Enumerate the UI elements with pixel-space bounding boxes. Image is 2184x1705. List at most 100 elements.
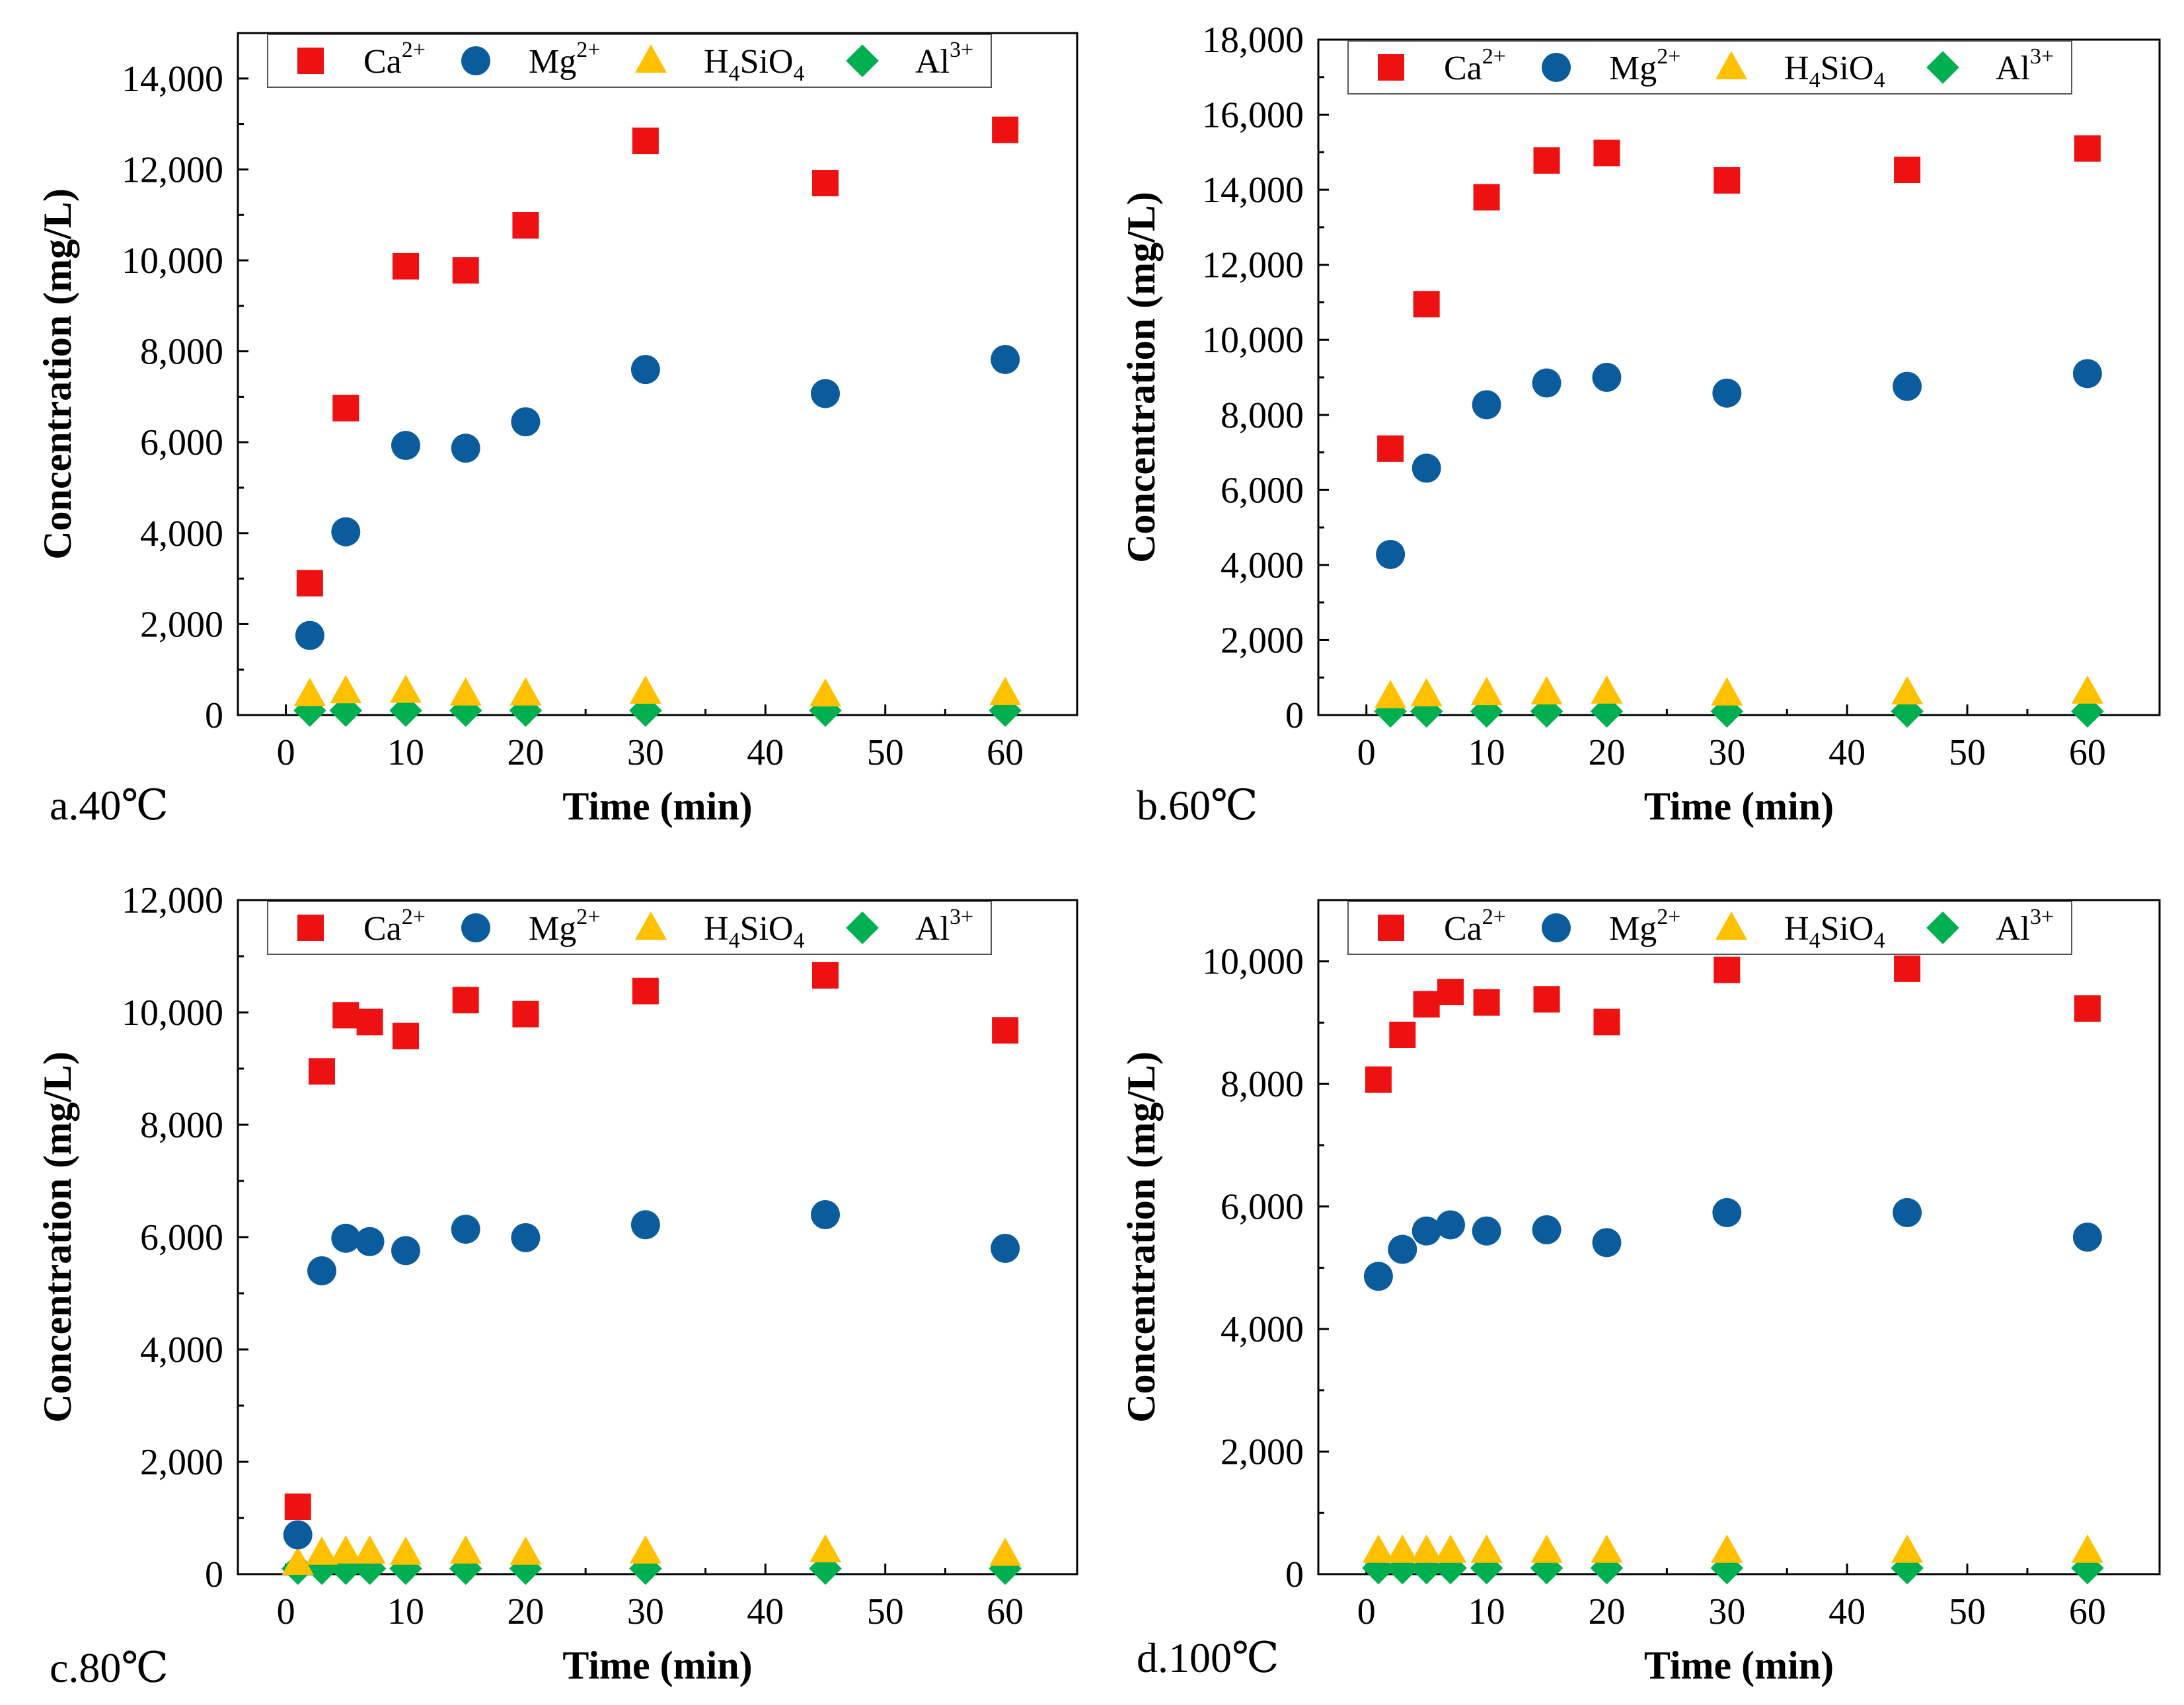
point-mg bbox=[1532, 1215, 1562, 1244]
legend-marker-mg bbox=[461, 46, 490, 75]
point-mg bbox=[331, 517, 361, 547]
x-tick-label: 10 bbox=[387, 1591, 424, 1632]
point-si bbox=[1711, 677, 1743, 706]
legend-marker-si bbox=[635, 44, 667, 73]
x-tick-label: 60 bbox=[2069, 1591, 2106, 1632]
point-si bbox=[1410, 1534, 1443, 1563]
point-si bbox=[2071, 1534, 2103, 1563]
legend: Ca2+ Mg2+ H4SiO4 Al3+ bbox=[1347, 40, 2072, 95]
series-ca bbox=[296, 116, 1019, 597]
y-tick-label: 2,000 bbox=[140, 1442, 223, 1483]
point-si bbox=[1435, 1534, 1467, 1563]
x-tick-label: 40 bbox=[1828, 1591, 1865, 1632]
y-tick-label: 8,000 bbox=[140, 1105, 223, 1146]
point-mg bbox=[1436, 1210, 1466, 1240]
x-tick-label: 50 bbox=[867, 1591, 904, 1632]
series-ca bbox=[284, 962, 1019, 1520]
point-mg bbox=[1893, 371, 1922, 401]
point-mg bbox=[811, 379, 840, 408]
legend-label-si: H4SiO4 bbox=[704, 43, 804, 86]
x-tick-label: 10 bbox=[387, 732, 424, 773]
legend-label-si: H4SiO4 bbox=[1784, 910, 1885, 953]
y-tick-label: 4,000 bbox=[140, 1330, 223, 1371]
point-mg bbox=[1363, 1262, 1393, 1291]
point-mg bbox=[1472, 1216, 1501, 1246]
legend: Ca2+ Mg2+ H4SiO4 Al3+ bbox=[267, 901, 992, 955]
point-ca bbox=[1377, 435, 1404, 462]
legend-marker-ca bbox=[1378, 915, 1404, 941]
legend-label-ca: Ca2+ bbox=[363, 905, 426, 948]
plot-frame bbox=[237, 32, 1078, 716]
point-mg bbox=[1376, 539, 1406, 569]
point-ca bbox=[1533, 147, 1560, 174]
chart-panel-0: 0 10 20 30 40 50 60 0 2,000 4,000 6,000 8,000 10,000… bbox=[36, 32, 1078, 829]
legend-marker-al bbox=[846, 44, 879, 77]
point-ca bbox=[284, 1494, 311, 1520]
point-si bbox=[2071, 675, 2103, 704]
point-ca bbox=[2074, 995, 2101, 1022]
point-ca bbox=[1894, 955, 1921, 982]
y-tick-label: 2,000 bbox=[140, 604, 223, 645]
y-tick-label: 0 bbox=[205, 695, 223, 736]
point-ca bbox=[356, 1008, 383, 1036]
point-si bbox=[1386, 1534, 1419, 1563]
y-tick-label: 4,000 bbox=[1221, 545, 1304, 586]
point-si bbox=[1591, 675, 1623, 704]
point-al bbox=[1470, 1551, 1503, 1585]
point-si bbox=[509, 1536, 542, 1565]
point-ca bbox=[1593, 1008, 1620, 1036]
point-si bbox=[629, 1535, 661, 1564]
legend-label-mg: Mg2+ bbox=[1609, 44, 1680, 87]
y-tick-label: 6,000 bbox=[1221, 1187, 1304, 1228]
point-al bbox=[389, 694, 422, 727]
y-tick-label: 10,000 bbox=[1202, 320, 1304, 361]
point-si bbox=[449, 1535, 482, 1564]
point-ca bbox=[992, 116, 1019, 143]
point-mg bbox=[1412, 1216, 1441, 1246]
x-tick-label: 30 bbox=[1708, 732, 1745, 773]
y-tick-label: 10,000 bbox=[122, 993, 223, 1034]
x-tick-label: 10 bbox=[1468, 732, 1505, 773]
point-mg bbox=[1712, 1197, 1742, 1227]
y-tick-label: 14,000 bbox=[1202, 170, 1304, 211]
legend-label-ca: Ca2+ bbox=[1444, 44, 1506, 87]
point-si bbox=[330, 1535, 362, 1564]
legend-marker-al bbox=[846, 911, 879, 944]
legend-marker-mg bbox=[461, 913, 490, 942]
point-ca bbox=[309, 1058, 335, 1085]
point-al bbox=[1386, 1551, 1419, 1585]
point-ca bbox=[1389, 1022, 1416, 1048]
point-ca bbox=[1894, 157, 1921, 184]
point-si bbox=[293, 677, 326, 706]
legend-marker-ca bbox=[297, 48, 324, 74]
point-ca bbox=[1413, 991, 1440, 1018]
panel-label: b.60℃ bbox=[1137, 782, 1258, 829]
point-si bbox=[629, 675, 661, 704]
point-si bbox=[1470, 1534, 1503, 1563]
chart-panel-1: 0 10 20 30 40 50 60 0 2,000 4,000 6,000 8,000 10,000… bbox=[1119, 20, 2161, 829]
point-mg bbox=[991, 1234, 1020, 1263]
series-mg bbox=[295, 344, 1020, 650]
point-ca bbox=[2074, 135, 2101, 162]
series-si bbox=[293, 674, 1022, 707]
x-tick-label: 20 bbox=[507, 732, 544, 773]
point-si bbox=[354, 1535, 386, 1564]
y-tick-label: 12,000 bbox=[122, 149, 223, 190]
point-mg bbox=[511, 1223, 541, 1252]
point-si bbox=[449, 677, 482, 706]
point-si bbox=[390, 674, 422, 703]
series-si bbox=[282, 1534, 1022, 1575]
point-ca bbox=[812, 170, 839, 197]
point-mg bbox=[1412, 453, 1441, 483]
point-mg bbox=[511, 407, 541, 437]
x-tick-label: 40 bbox=[747, 1591, 784, 1632]
panel-label: a.40℃ bbox=[50, 782, 169, 829]
point-mg bbox=[1592, 1228, 1622, 1258]
point-si bbox=[330, 675, 362, 704]
x-tick-label: 10 bbox=[1468, 1591, 1505, 1632]
point-ca bbox=[812, 962, 839, 989]
point-si bbox=[1591, 1534, 1623, 1563]
point-mg bbox=[630, 355, 660, 385]
point-si bbox=[1362, 1534, 1394, 1563]
point-al bbox=[1710, 1551, 1744, 1585]
